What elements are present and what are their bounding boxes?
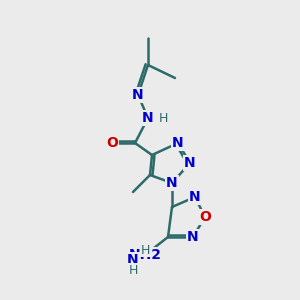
Text: N: N [184, 156, 196, 170]
Text: N: N [127, 253, 139, 267]
Text: H: H [128, 263, 138, 277]
Text: NH2: NH2 [128, 248, 161, 262]
Text: N: N [189, 190, 201, 204]
Text: N: N [132, 88, 144, 102]
Text: N: N [172, 136, 184, 150]
Text: H: H [159, 112, 168, 125]
Text: O: O [106, 136, 118, 150]
Text: H: H [140, 244, 150, 256]
Text: N: N [166, 176, 178, 190]
Text: N: N [187, 230, 199, 244]
Text: O: O [199, 210, 211, 224]
Text: N: N [142, 111, 154, 125]
